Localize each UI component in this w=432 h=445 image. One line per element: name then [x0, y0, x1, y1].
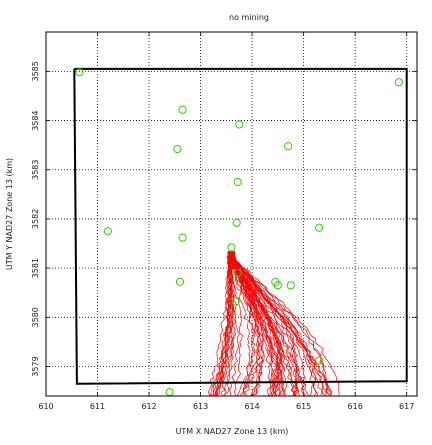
well-marker: [75, 68, 84, 77]
trajectory-line: [208, 251, 234, 396]
trajectory-line: [229, 252, 296, 397]
y-tick-label: 3582: [31, 209, 40, 229]
well-marker: [273, 281, 282, 290]
well-marker: [178, 105, 187, 114]
well-marker: [284, 142, 293, 151]
trajectory-line: [231, 252, 300, 396]
trajectory-line: [231, 251, 330, 396]
x-tick-label: 611: [90, 402, 105, 411]
plot-frame: [45, 31, 418, 397]
trajectory-line: [234, 251, 330, 396]
trajectory-line: [229, 253, 251, 395]
trajectory-lines: [208, 250, 340, 397]
well-markers: [75, 68, 404, 397]
well-marker: [173, 144, 182, 154]
trajectory-line: [229, 251, 305, 396]
well-marker: [227, 243, 236, 252]
trajectory-line: [231, 250, 280, 396]
chart-title: no mining: [229, 13, 269, 22]
well-marker: [178, 233, 187, 242]
well-marker: [233, 177, 242, 187]
trajectory-line: [232, 251, 314, 397]
well-marker: [103, 227, 112, 236]
well-marker: [233, 268, 242, 278]
trajectory-line: [230, 251, 318, 396]
y-tick-label: 3584: [31, 110, 40, 130]
x-tick-label: 616: [348, 402, 363, 411]
trajectory-line: [230, 250, 340, 397]
trajectory-line: [228, 252, 271, 397]
well-marker: [286, 281, 295, 290]
model-boundary: [73, 67, 408, 385]
x-axis-label: UTM X NAD27 Zone 13 (km): [176, 427, 289, 436]
trajectory-line: [220, 252, 235, 397]
x-tick-label: 615: [296, 402, 311, 411]
y-tick-label: 3580: [31, 307, 40, 327]
x-tick-label: 612: [141, 402, 156, 411]
well-marker: [235, 120, 244, 129]
trajectory-line: [229, 252, 288, 397]
well-marker: [314, 356, 324, 365]
trajectory-line: [230, 252, 307, 397]
trajectory-line: [229, 252, 265, 397]
x-tick-labels: 610 611 612 613 614 615 616 617: [38, 402, 414, 411]
well-marker: [165, 387, 174, 397]
trajectory-line: [229, 251, 277, 397]
x-tick-label: 613: [193, 402, 208, 411]
trajectory-line: [210, 251, 235, 397]
trajectory-line: [232, 252, 286, 396]
trajectory-line: [216, 252, 233, 397]
y-tick-label: 3583: [31, 160, 40, 180]
grid-lines: [45, 32, 417, 396]
well-marker: [394, 78, 404, 87]
trajectory-line: [227, 251, 243, 397]
y-tick-labels: 3579 3580 3581 3582 3583 3584 3585: [31, 61, 40, 376]
trajectory-line: [227, 252, 240, 397]
y-tick-label: 3579: [31, 356, 40, 376]
well-marker: [232, 218, 241, 227]
y-axis-label: UTM Y NAD27 Zone 13 (km): [5, 158, 14, 270]
x-tick-label: 614: [244, 402, 259, 411]
y-tick-label: 3585: [31, 61, 40, 81]
y-tick-label: 3581: [31, 258, 40, 278]
trajectory-line: [228, 251, 283, 397]
well-marker: [175, 277, 185, 286]
x-tick-label: 610: [38, 402, 53, 411]
trajectory-line: [229, 251, 255, 397]
well-marker: [231, 297, 240, 306]
boundary-line: [73, 67, 408, 385]
well-marker: [314, 223, 324, 232]
x-tick-label: 617: [399, 402, 414, 411]
